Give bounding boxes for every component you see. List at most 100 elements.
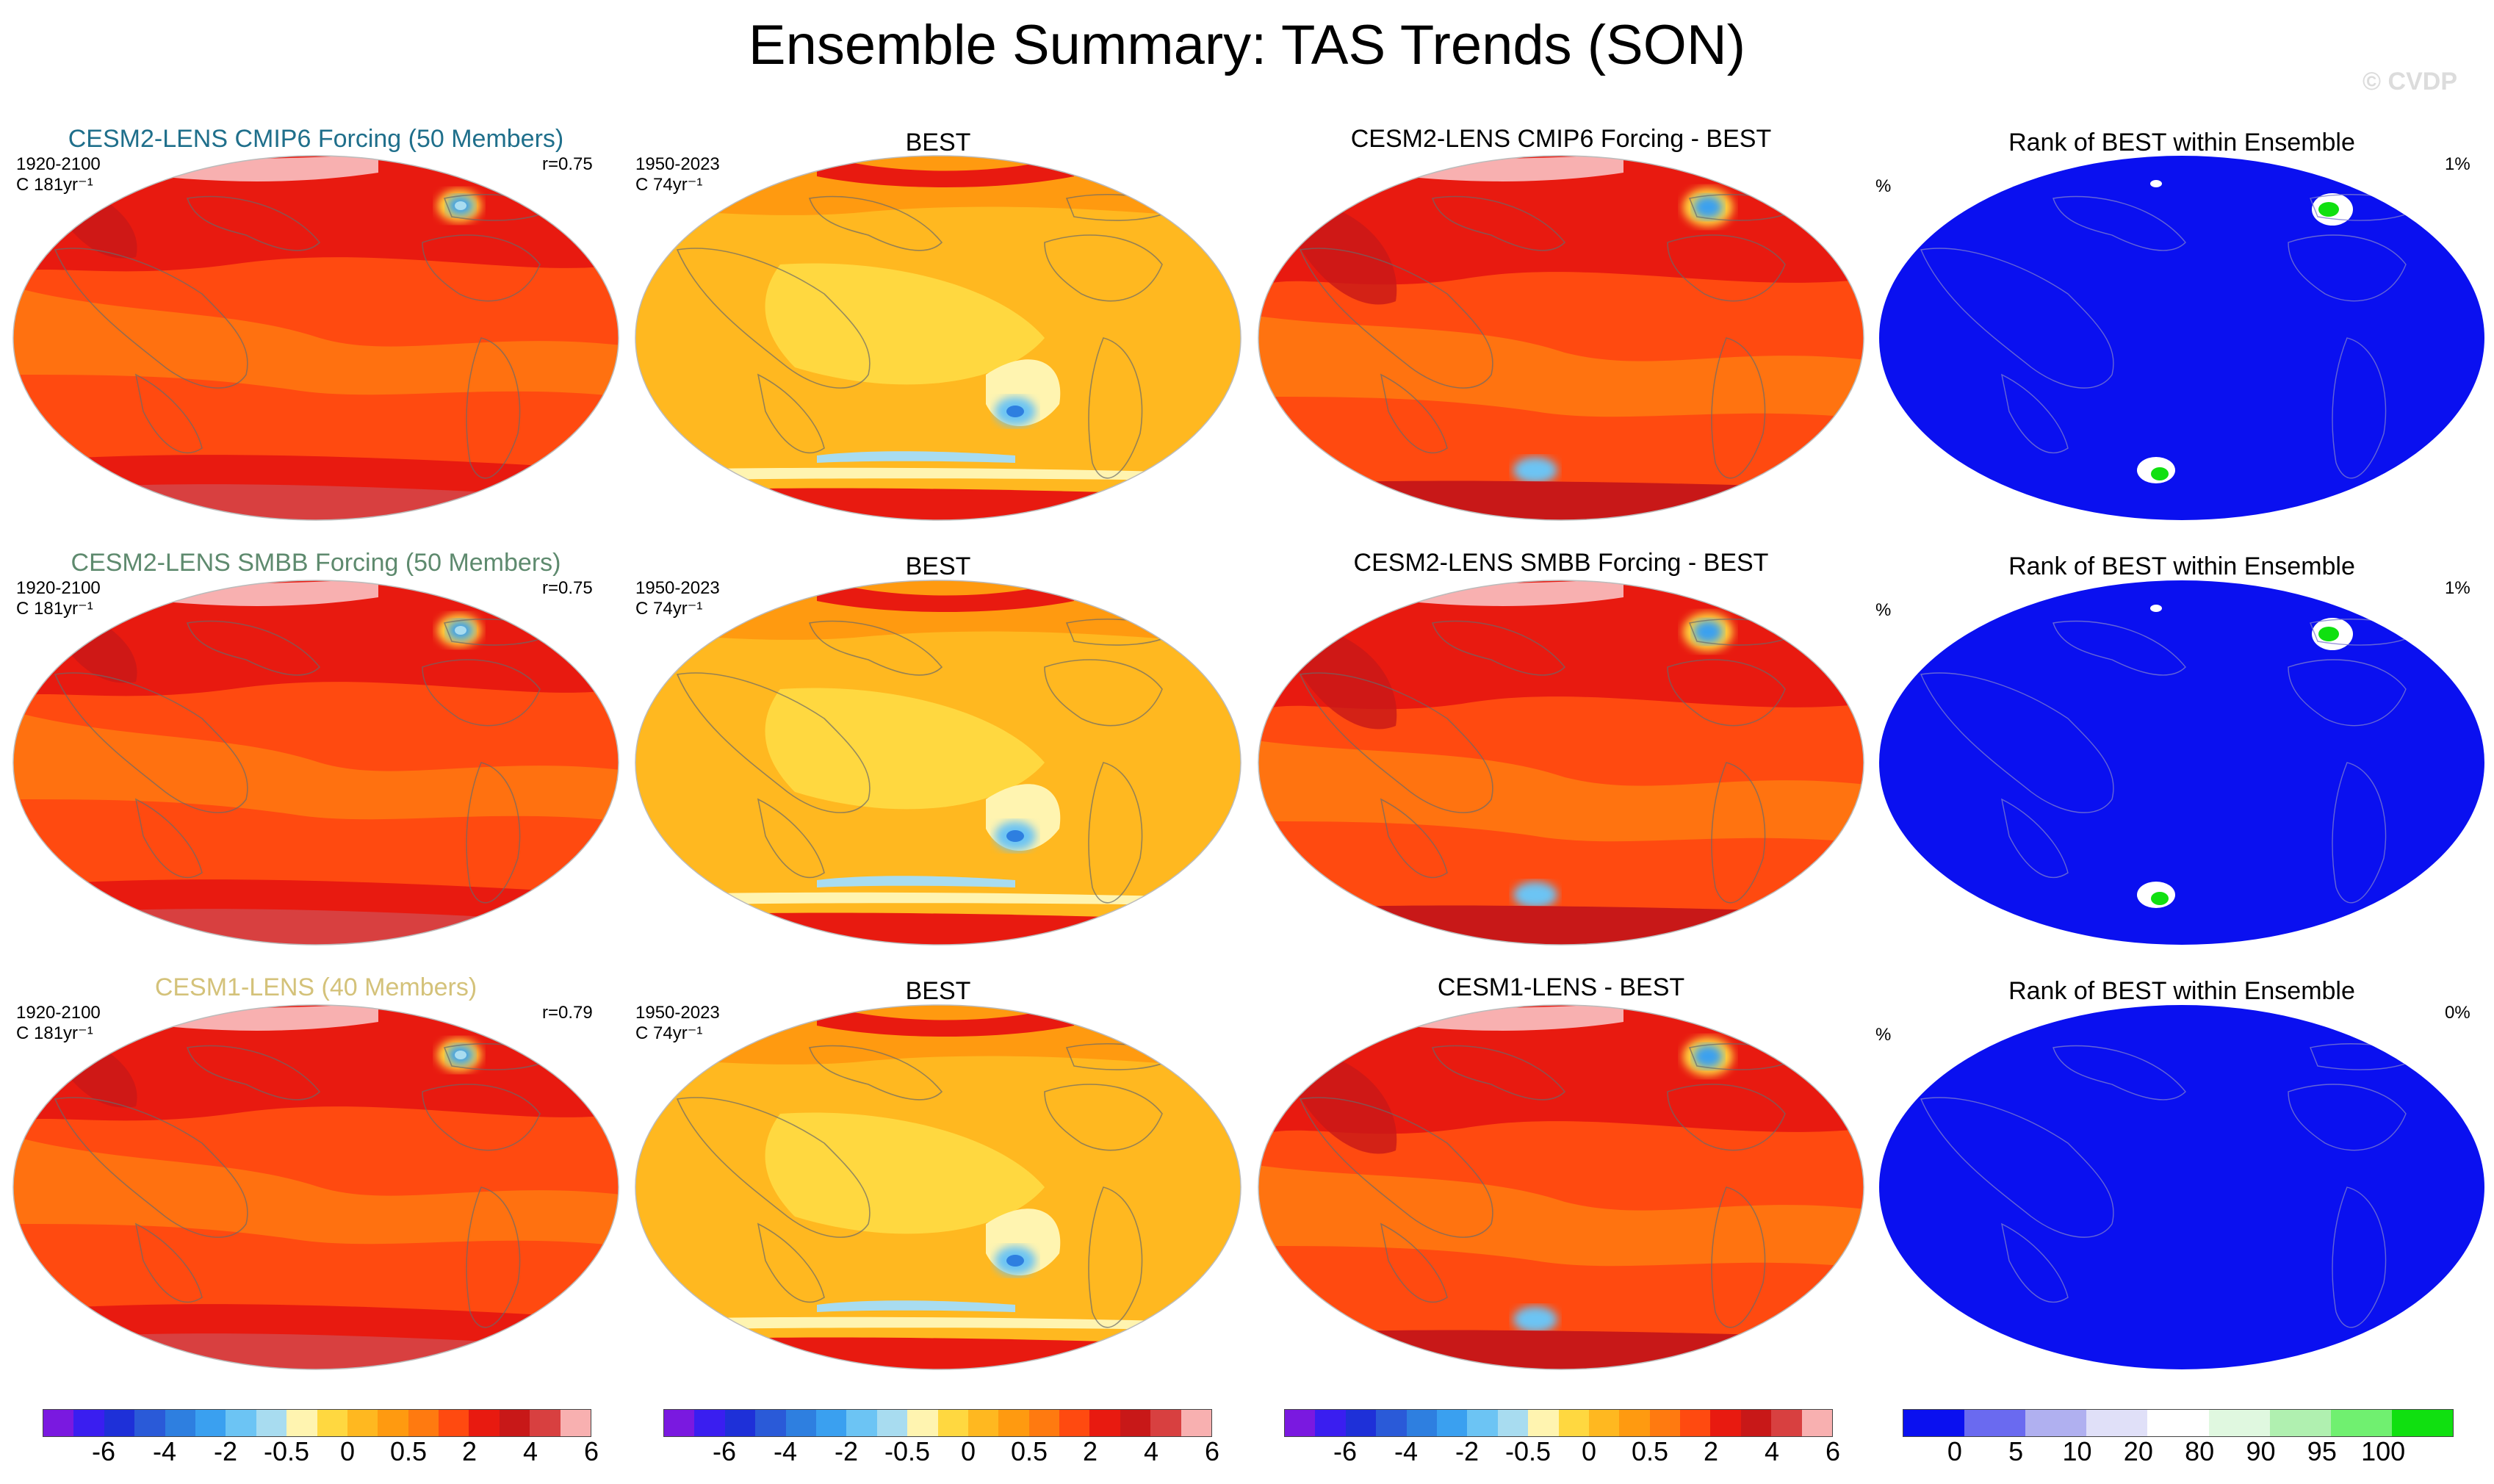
obs-period-label: 1950-2023 C 74yr⁻¹	[635, 154, 720, 195]
rank-panel-title: Rank of BEST within Ensemble	[2008, 129, 2355, 156]
model-map	[12, 580, 619, 945]
model-map	[12, 155, 619, 521]
obs-map	[635, 580, 1241, 945]
colorbar-swatch	[195, 1410, 226, 1436]
colorbar-tick-label: 10	[2062, 1436, 2092, 1466]
colorbar-swatch	[560, 1410, 591, 1436]
obs-map	[635, 1004, 1241, 1370]
colorbar-tick-label: 6	[1204, 1436, 1220, 1466]
colorbar-tick-label: 4	[1764, 1436, 1780, 1466]
colorbar-swatch	[1436, 1410, 1468, 1436]
model-period-label: 1920-2100 C 181yr⁻¹	[16, 1003, 101, 1044]
colorbar-tick-label: 4	[1143, 1436, 1159, 1466]
colorbar-swatch	[165, 1410, 195, 1436]
colorbar-swatch	[43, 1410, 74, 1436]
colorbar-swatch	[73, 1410, 104, 1436]
diff-map	[1258, 155, 1864, 521]
colorbar-swatch	[1710, 1410, 1741, 1436]
obs-period: 1950-2023	[635, 1003, 720, 1023]
colorbar-swatch	[378, 1410, 408, 1436]
model-units: C 181yr⁻¹	[16, 175, 93, 195]
colorbar-swatch	[755, 1410, 786, 1436]
colorbar-swatch	[907, 1410, 938, 1436]
rank-map	[1879, 156, 2484, 520]
model-units: C 181yr⁻¹	[16, 599, 93, 619]
cvdp-watermark: © CVDP	[2363, 68, 2457, 96]
obs-panel-title: BEST	[905, 129, 971, 156]
colorbar-swatch	[2208, 1410, 2270, 1436]
obs-period-label: 1950-2023 C 74yr⁻¹	[635, 578, 720, 619]
colorbar-swatch	[2391, 1410, 2453, 1436]
colorbar-tick-label: 0	[1947, 1436, 1962, 1466]
colorbar-swatch	[2330, 1410, 2392, 1436]
colorbar-swatch	[1315, 1410, 1346, 1436]
colorbar-swatch	[1089, 1410, 1120, 1436]
colorbar-swatch	[1771, 1410, 1802, 1436]
colorbar-swatch	[664, 1410, 695, 1436]
colorbar-tick-label: -2	[213, 1436, 238, 1466]
colorbar-swatch	[1181, 1410, 1212, 1436]
colorbar-swatch	[408, 1410, 439, 1436]
colorbar-swatch	[499, 1410, 530, 1436]
rank-map	[1879, 580, 2484, 945]
colorbar-swatch	[1680, 1410, 1711, 1436]
colorbar-swatch	[1059, 1410, 1090, 1436]
obs-panel-title: BEST	[905, 977, 971, 1005]
diff-panel-title: CESM2-LENS SMBB Forcing - BEST	[1353, 549, 1769, 577]
colorbar-swatch	[1964, 1410, 2026, 1436]
diff-panel-title: CESM1-LENS - BEST	[1437, 973, 1685, 1001]
colorbar-swatch	[1028, 1410, 1060, 1436]
colorbar-swatch	[1619, 1410, 1650, 1436]
model-period-label: 1920-2100 C 181yr⁻¹	[16, 578, 101, 619]
colorbar-tick-label: 100	[2361, 1436, 2406, 1466]
colorbar-swatch	[286, 1410, 317, 1436]
colorbar-swatch	[1497, 1410, 1529, 1436]
obs-period: 1950-2023	[635, 154, 720, 174]
colorbar-tick-label: -0.5	[884, 1436, 931, 1466]
colorbar-tick-label: 2	[461, 1436, 477, 1466]
colorbar-swatch	[1903, 1410, 1965, 1436]
model-panel-title: CESM2-LENS CMIP6 Forcing (50 Members)	[68, 125, 564, 153]
colorbar-swatch	[2025, 1410, 2087, 1436]
colorbar-swatch	[256, 1410, 287, 1436]
model-map	[12, 1004, 619, 1370]
diff-panel-title: CESM2-LENS CMIP6 Forcing - BEST	[1350, 125, 1772, 153]
colorbar-tick-label: -4	[152, 1436, 177, 1466]
model-period-label: 1920-2100 C 181yr⁻¹	[16, 154, 101, 195]
trend-colorbar	[43, 1409, 591, 1437]
colorbar-swatch	[1649, 1410, 1681, 1436]
colorbar-tick-label: -6	[1333, 1436, 1358, 1466]
rank-unit-label: %	[1875, 176, 1892, 196]
colorbar-swatch	[1345, 1410, 1377, 1436]
obs-period: 1950-2023	[635, 578, 720, 598]
rank-panel-title: Rank of BEST within Ensemble	[2008, 552, 2355, 580]
colorbar-swatch	[317, 1410, 347, 1436]
colorbar-swatch	[1376, 1410, 1407, 1436]
colorbar-tick-label: 6	[1825, 1436, 1841, 1466]
model-correlation: r=0.75	[542, 578, 593, 598]
diff-map	[1258, 580, 1864, 945]
rank-percent-label: 1%	[2445, 154, 2470, 174]
colorbar-tick-label: 95	[2307, 1436, 2337, 1466]
colorbar-swatch	[530, 1410, 561, 1436]
colorbar-swatch	[1150, 1410, 1181, 1436]
colorbar-tick-label: 0.5	[1631, 1436, 1669, 1466]
colorbar-swatch	[2147, 1410, 2209, 1436]
trend-colorbar	[663, 1409, 1212, 1437]
obs-units: C 74yr⁻¹	[635, 599, 703, 619]
rank-map	[1879, 1005, 2484, 1369]
colorbar-swatch	[347, 1410, 378, 1436]
colorbar-swatch	[876, 1410, 908, 1436]
obs-map	[635, 155, 1241, 521]
rank-percent-label: 0%	[2445, 1003, 2470, 1023]
colorbar-tick-label: -6	[91, 1436, 116, 1466]
colorbar-tick-label: 0.5	[1010, 1436, 1048, 1466]
colorbar-tick-label: -6	[712, 1436, 737, 1466]
model-panel-title: CESM1-LENS (40 Members)	[154, 973, 477, 1001]
model-period: 1920-2100	[16, 578, 101, 598]
model-panel-title: CESM2-LENS SMBB Forcing (50 Members)	[71, 549, 561, 577]
colorbar-swatch	[998, 1410, 1029, 1436]
colorbar-swatch	[1588, 1410, 1620, 1436]
model-period: 1920-2100	[16, 1003, 101, 1023]
model-period: 1920-2100	[16, 154, 101, 174]
